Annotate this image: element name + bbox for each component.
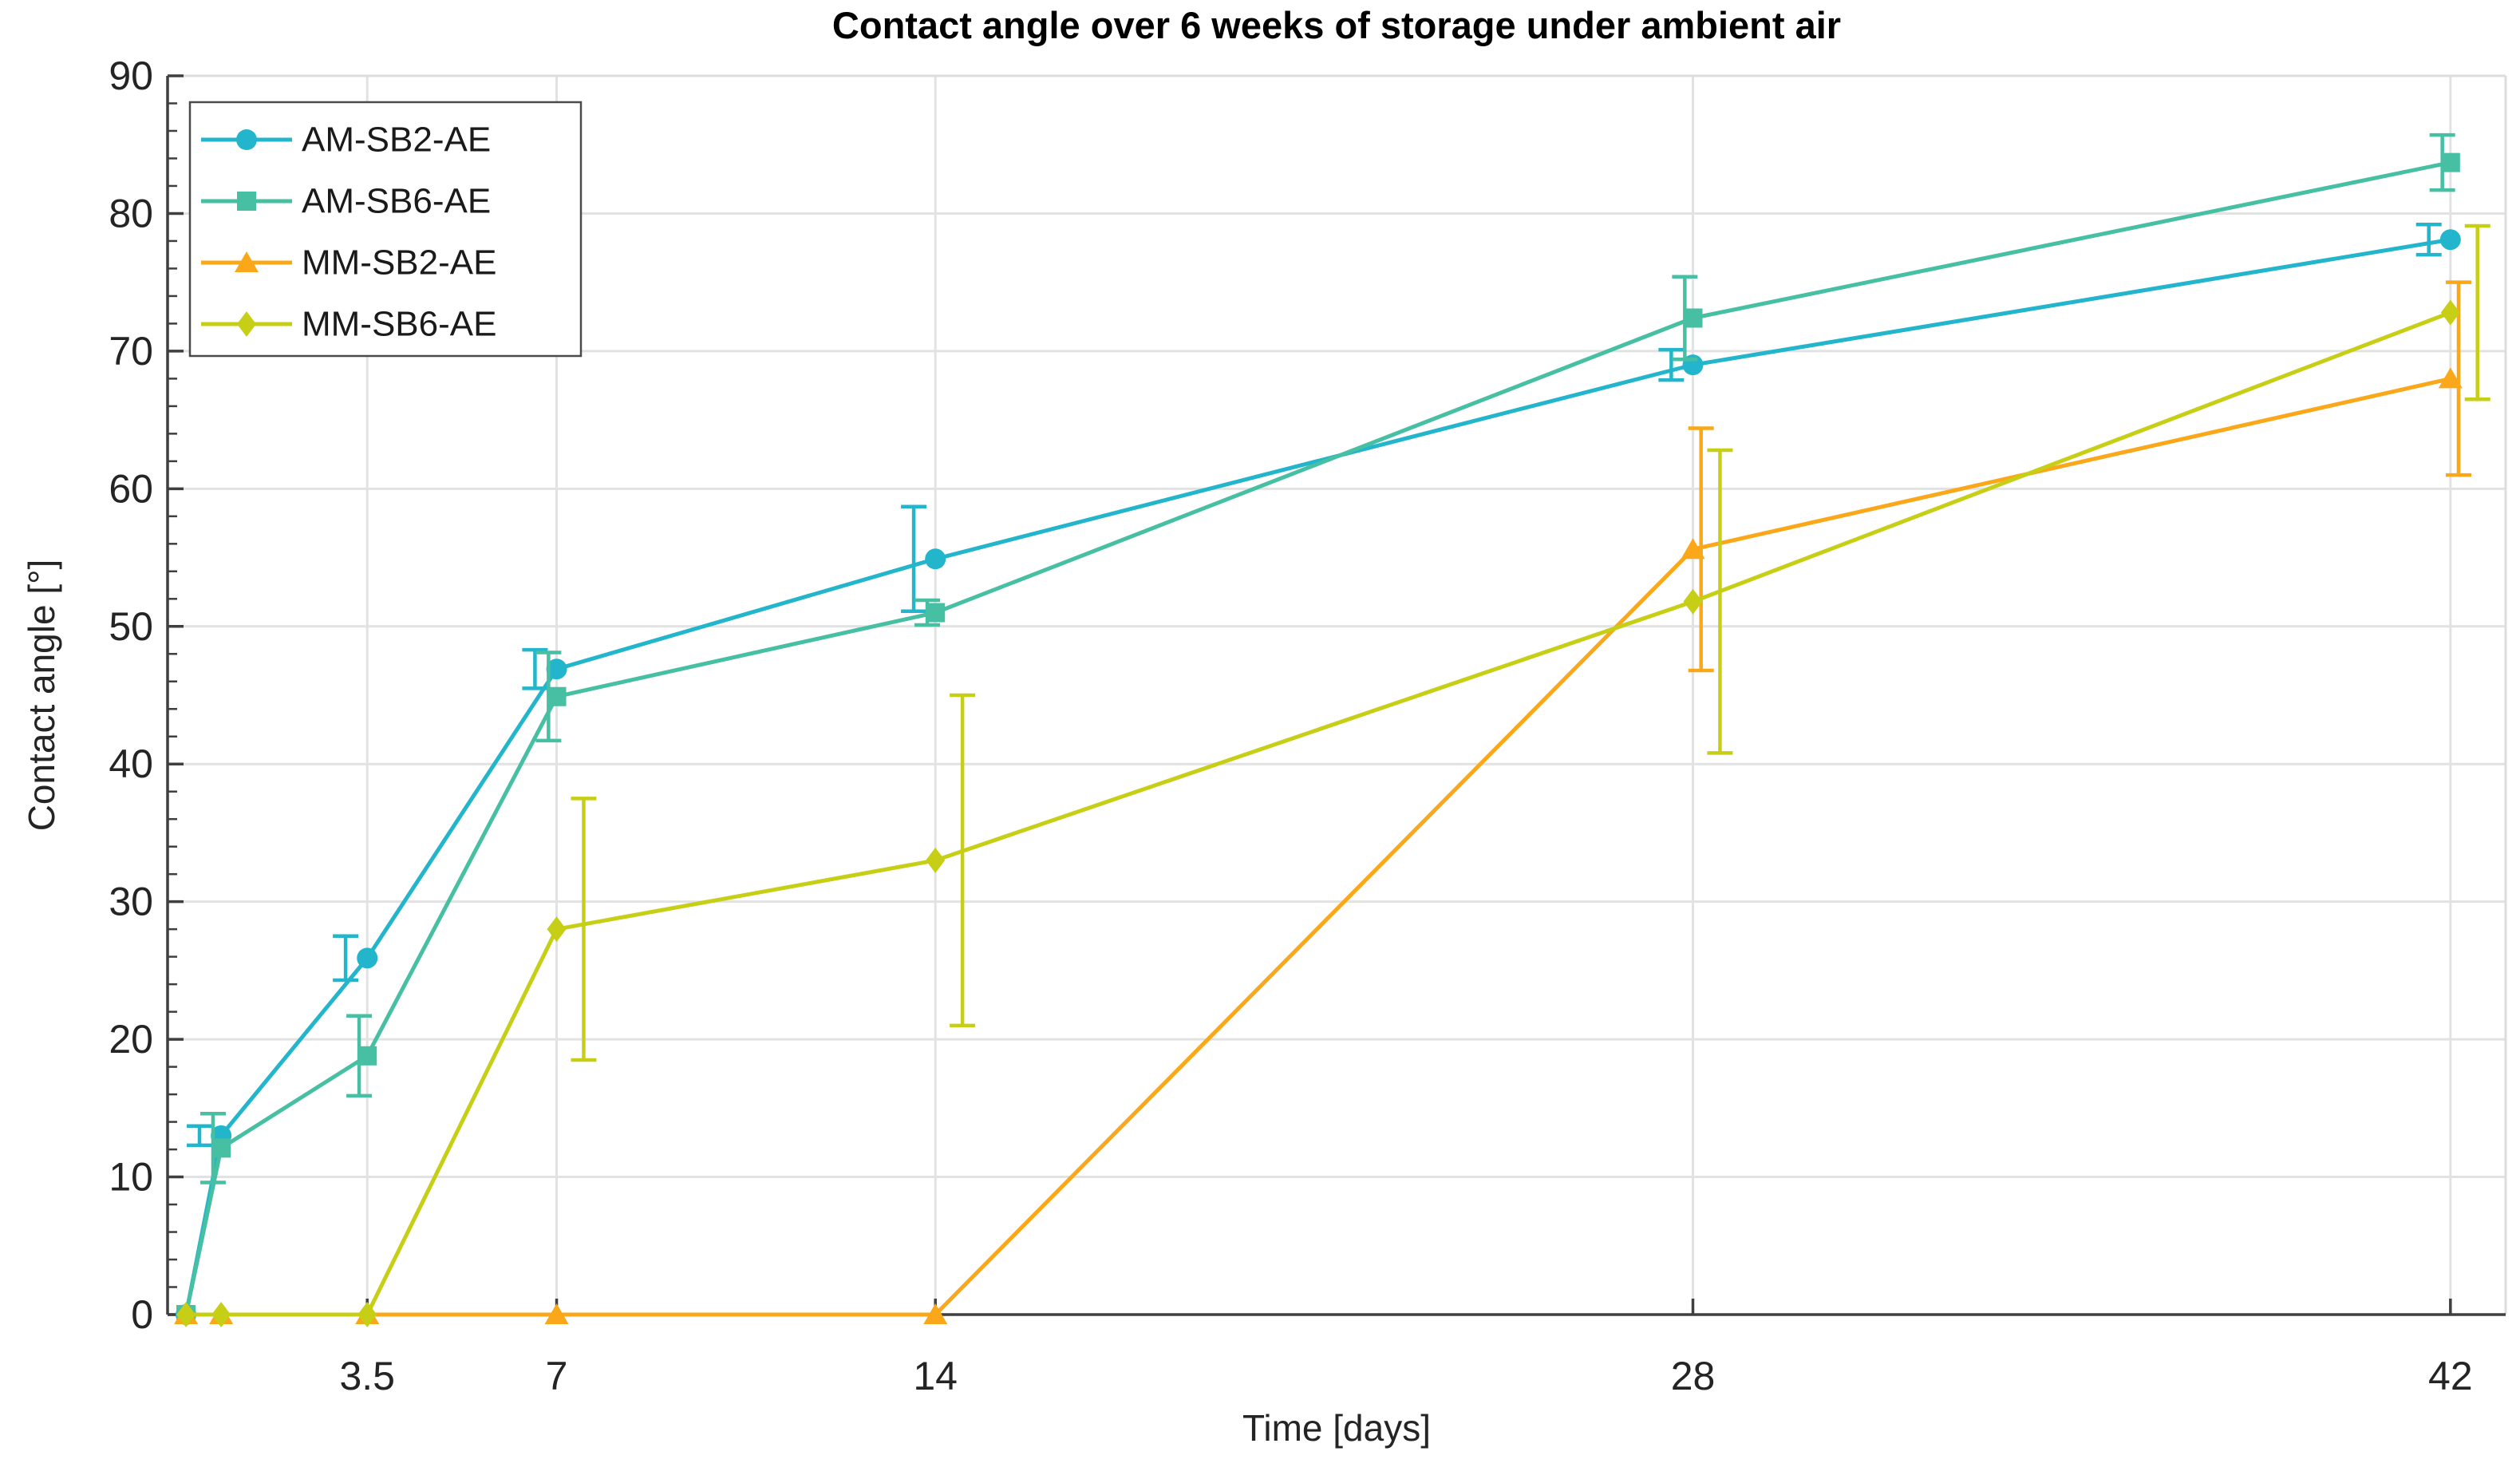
legend-label: AM-SB6-AE [302,182,491,221]
y-tick-label: 70 [109,329,153,374]
legend-marker-circle [236,129,257,150]
legend-marker-square [237,192,256,211]
legend-label: MM-SB6-AE [302,305,496,344]
error-bar [571,797,597,1062]
data-point-marker [357,1046,377,1066]
data-point-marker [176,1302,196,1327]
x-tick-label: 28 [1671,1354,1716,1398]
error-bar [950,693,976,1028]
legend-item: AM-SB2-AE [201,121,491,160]
y-tick-label: 60 [109,466,153,511]
y-tick-label: 20 [109,1017,153,1062]
y-tick-label: 80 [109,191,153,235]
y-axis-label: Contact angle [°] [21,559,62,832]
data-point-marker [357,947,378,969]
y-tick-label: 0 [131,1292,153,1337]
chart-title: Contact angle over 6 weeks of storage un… [831,4,1842,46]
legend: AM-SB2-AE AM-SB6-AE MM-SB2-AE MM-SB6-AE [188,101,583,358]
data-point-marker [2438,367,2463,389]
legend-item: MM-SB6-AE [201,305,496,344]
data-point-marker [1681,538,1705,560]
series-AM-SB6-AE [176,132,2460,1324]
series-line [184,237,2451,1315]
data-point-marker [2439,229,2461,251]
x-tick-label: 7 [546,1354,568,1398]
series-line [186,376,2451,1317]
data-point-marker [923,1303,948,1324]
error-bar [522,647,548,690]
legend-item: MM-SB2-AE [201,243,496,283]
data-point-marker [2440,299,2460,326]
y-tick-label: 10 [109,1155,153,1200]
legend-marker-triangle [235,251,259,272]
data-point-marker [211,1302,231,1327]
data-point-marker [546,658,567,680]
x-tick-label: 14 [913,1354,958,1398]
series-AM-SB2-AE [176,222,2461,1325]
data-point-marker [925,548,946,570]
y-tick-label: 40 [109,742,153,786]
x-tick-label: 42 [2428,1354,2473,1398]
data-point-marker [547,916,567,943]
y-tick-label: 50 [109,604,153,649]
error-bar [2415,222,2442,257]
legend-label: AM-SB2-AE [302,121,491,160]
error-bar [1658,347,1685,382]
data-point-marker [211,1138,231,1158]
data-point-marker [544,1303,569,1324]
data-point-marker [2440,152,2460,172]
data-point-marker [926,603,946,623]
data-point-marker [926,847,946,873]
series-MM-SB2-AE [174,280,2472,1324]
axis-ticks: 0 10 20 30 40 50 60 70 80 90 3.5 7 14 28 42 [109,53,2472,1398]
error-bar [901,504,927,614]
data-point-marker [357,1302,377,1327]
data-point-marker [1683,588,1703,615]
legend-marker-diamond [237,311,256,337]
series-MM-SB6-AE [176,223,2490,1327]
error-bar [1707,448,1733,755]
legend-item: AM-SB6-AE [201,182,491,221]
error-bar [333,934,359,983]
y-tick-label: 30 [109,880,153,924]
x-tick-label: 3.5 [339,1354,395,1398]
x-axis-label: Time [days] [1242,1407,1432,1449]
legend-label: MM-SB2-AE [302,243,496,283]
data-point-marker [547,686,567,706]
data-point-marker [1683,308,1703,328]
error-bar [187,1124,213,1148]
y-tick-label: 90 [109,53,153,98]
error-bar [2464,223,2490,401]
